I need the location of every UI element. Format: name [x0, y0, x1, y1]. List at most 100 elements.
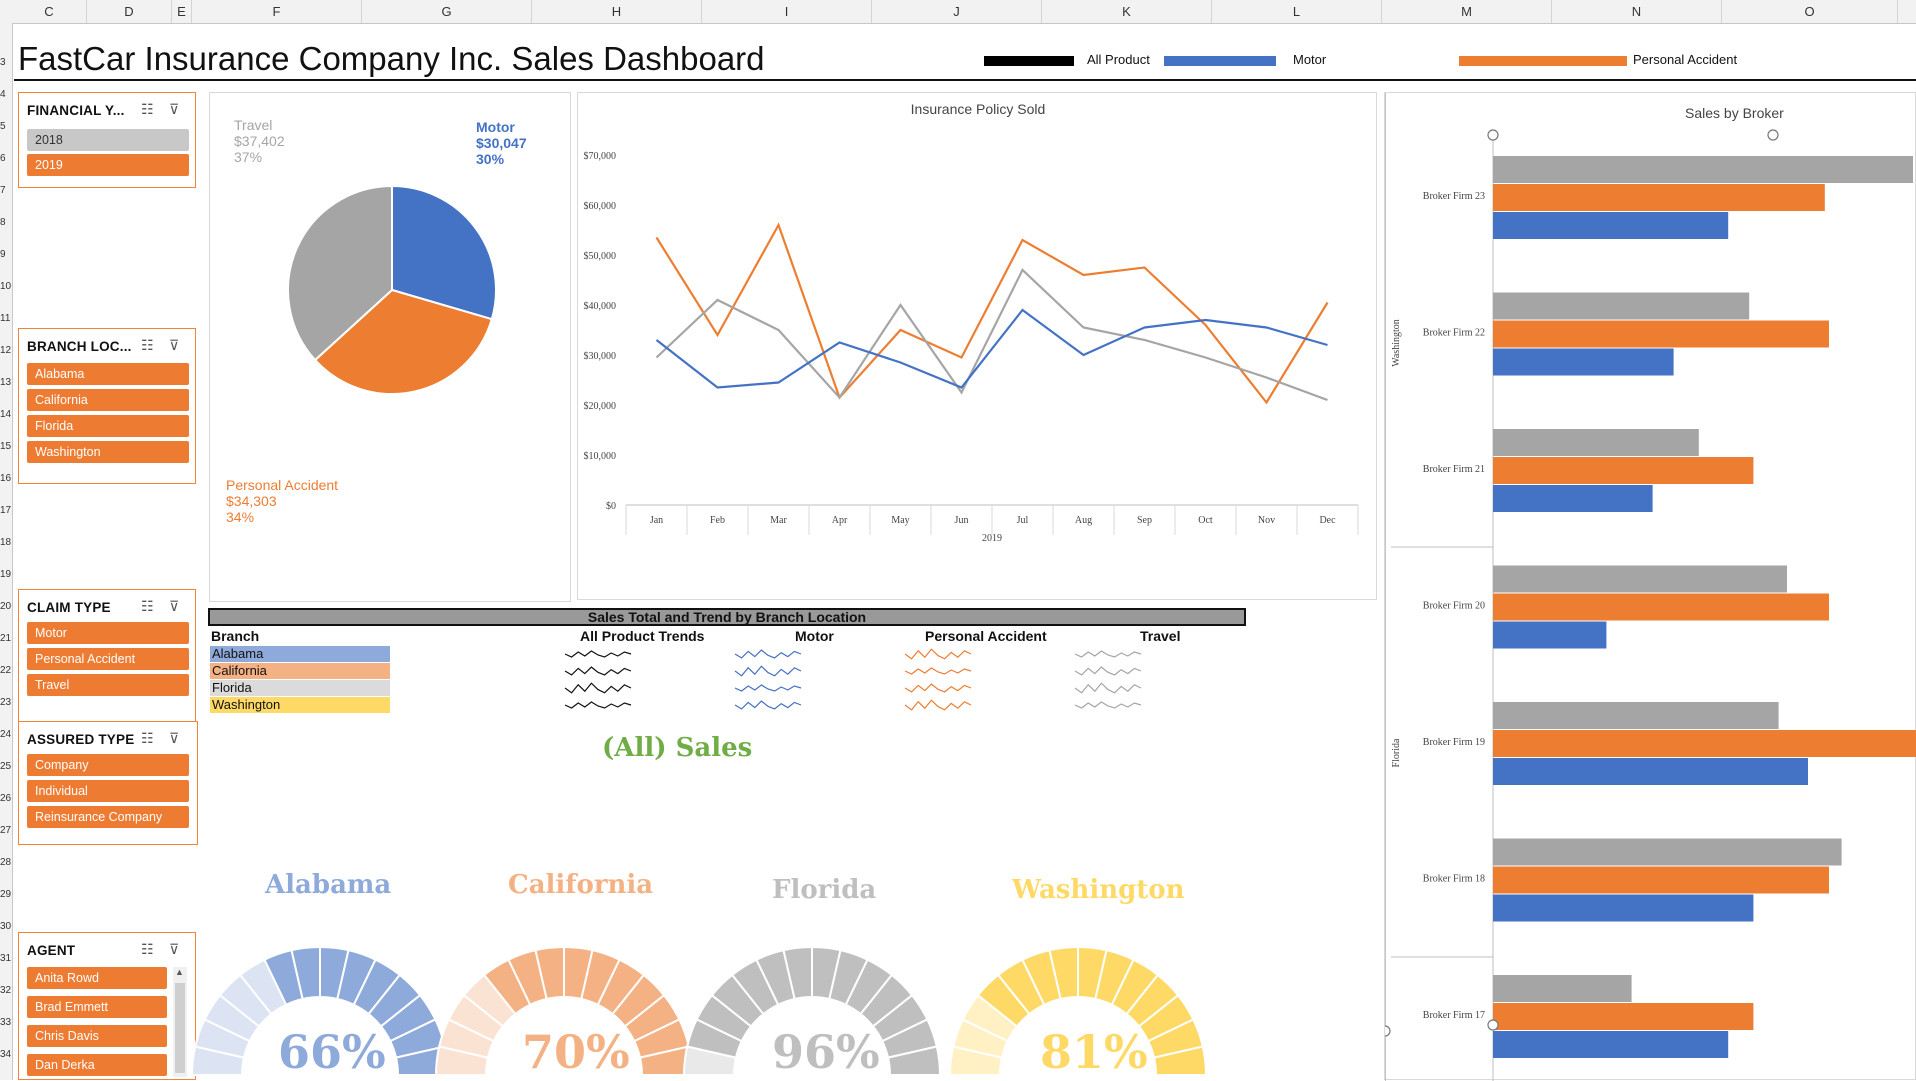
column-header-i[interactable]: I — [702, 0, 872, 23]
branch-cell-california[interactable]: California — [210, 663, 390, 679]
multi-select-icon[interactable]: ☷ — [141, 941, 154, 957]
slicer-item-2019[interactable]: 2019 — [27, 154, 189, 176]
resize-handle[interactable] — [1487, 129, 1499, 141]
slicer-assured-type[interactable]: ASSURED TYPE ☷ ⊽ Company Individual Rein… — [18, 721, 198, 845]
column-header-e[interactable]: E — [172, 0, 192, 23]
row-header-26[interactable]: 26 — [0, 793, 12, 804]
column-header-k[interactable]: K — [1042, 0, 1212, 23]
row-header-14[interactable]: 14 — [0, 409, 12, 420]
branch-cell-washington[interactable]: Washington — [210, 697, 390, 713]
slicer-item-company[interactable]: Company — [27, 754, 189, 776]
broker-bar[interactable] — [1493, 838, 1842, 866]
resize-handle[interactable] — [1767, 129, 1779, 141]
scroll-thumb[interactable] — [175, 983, 185, 1073]
row-header-3[interactable]: 3 — [0, 57, 6, 68]
row-header-15[interactable]: 15 — [0, 441, 12, 452]
row-header-24[interactable]: 24 — [0, 729, 12, 740]
row-header-7[interactable]: 7 — [0, 185, 6, 196]
slicer-item-california[interactable]: California — [27, 389, 189, 411]
broker-bar[interactable] — [1493, 320, 1829, 348]
column-header-h[interactable]: H — [532, 0, 702, 23]
pie-chart-panel[interactable]: Travel $37,402 37% Motor $30,047 30% Per… — [209, 92, 571, 602]
branch-cell-alabama[interactable]: Alabama — [210, 646, 390, 662]
clear-filter-icon[interactable]: ⊽ — [169, 598, 180, 614]
clear-filter-icon[interactable]: ⊽ — [169, 730, 180, 746]
slicer-item-personal-accident[interactable]: Personal Accident — [27, 648, 189, 670]
pie-slice-travel[interactable] — [287, 184, 393, 362]
branch-cell-florida[interactable]: Florida — [210, 680, 390, 696]
slicer-item-chris-davis[interactable]: Chris Davis — [27, 1025, 167, 1047]
resize-handle[interactable] — [1385, 1025, 1391, 1037]
row-header-23[interactable]: 23 — [0, 697, 12, 708]
broker-bar[interactable] — [1493, 457, 1754, 484]
row-header-8[interactable]: 8 — [0, 217, 6, 228]
row-header-9[interactable]: 9 — [0, 249, 6, 260]
column-header-m[interactable]: M — [1382, 0, 1552, 23]
line-series-2[interactable] — [655, 308, 1328, 389]
pie-slice-personal-accident[interactable] — [313, 288, 494, 395]
column-header-n[interactable]: N — [1552, 0, 1722, 23]
slicer-item-motor[interactable]: Motor — [27, 622, 189, 644]
column-header-c[interactable]: C — [12, 0, 87, 23]
column-header-o[interactable]: O — [1722, 0, 1898, 23]
clear-filter-icon[interactable]: ⊽ — [169, 101, 180, 117]
row-header-13[interactable]: 13 — [0, 377, 12, 388]
row-header-16[interactable]: 16 — [0, 473, 12, 484]
row-header-5[interactable]: 5 — [0, 121, 6, 132]
slicer-item-anita-rowd[interactable]: Anita Rowd — [27, 967, 167, 989]
broker-bar[interactable] — [1493, 565, 1787, 593]
slicer-item-individual[interactable]: Individual — [27, 780, 189, 802]
column-header-l[interactable]: L — [1212, 0, 1382, 23]
row-header-32[interactable]: 32 — [0, 985, 12, 996]
broker-chart-panel[interactable]: Sales by Broker Broker Firm 23 Broker Fir… — [1384, 92, 1916, 1081]
slicer-agent[interactable]: AGENT ☷ ⊽ Anita Rowd Brad Emmett Chris D… — [18, 932, 196, 1080]
broker-bar[interactable] — [1493, 292, 1750, 320]
broker-bar[interactable] — [1493, 1003, 1754, 1030]
row-header-20[interactable]: 20 — [0, 601, 12, 612]
row-header-30[interactable]: 30 — [0, 921, 12, 932]
broker-bar[interactable] — [1493, 593, 1829, 621]
row-header-25[interactable]: 25 — [0, 761, 12, 772]
row-header-10[interactable]: 10 — [0, 281, 12, 292]
slicer-item-dan-derka[interactable]: Dan Derka — [27, 1054, 167, 1076]
column-header-f[interactable]: F — [192, 0, 362, 23]
column-header-d[interactable]: D — [87, 0, 172, 23]
broker-bar[interactable] — [1493, 156, 1913, 183]
multi-select-icon[interactable]: ☷ — [141, 730, 154, 746]
slicer-financial-year[interactable]: FINANCIAL Y... ☷ ⊽ 2018 2019 — [18, 92, 196, 188]
broker-bar[interactable] — [1493, 1031, 1729, 1058]
broker-bar[interactable] — [1493, 485, 1653, 512]
broker-bar[interactable] — [1493, 702, 1779, 729]
line-chart-panel[interactable]: Insurance Policy Sold $0 $10,000 $20,000 $3… — [577, 92, 1377, 600]
broker-bar[interactable] — [1493, 730, 1916, 757]
row-header-19[interactable]: 19 — [0, 569, 12, 580]
row-header-33[interactable]: 33 — [0, 1017, 12, 1028]
broker-bar[interactable] — [1493, 348, 1674, 376]
slicer-item-alabama[interactable]: Alabama — [27, 363, 189, 385]
resize-handle[interactable] — [1487, 1019, 1499, 1031]
row-header-21[interactable]: 21 — [0, 633, 12, 644]
broker-bar[interactable] — [1493, 429, 1699, 456]
row-header-4[interactable]: 4 — [0, 89, 6, 100]
slicer-item-washington[interactable]: Washington — [27, 441, 189, 463]
multi-select-icon[interactable]: ☷ — [141, 337, 154, 353]
slicer-item-2018[interactable]: 2018 — [27, 129, 189, 151]
row-header-22[interactable]: 22 — [0, 665, 12, 676]
multi-select-icon[interactable]: ☷ — [141, 101, 154, 117]
broker-bar[interactable] — [1493, 184, 1825, 211]
broker-bar[interactable] — [1493, 212, 1729, 239]
line-series-1[interactable] — [655, 268, 1328, 402]
row-header-34[interactable]: 34 — [0, 1049, 12, 1060]
pie-slice-motor[interactable] — [391, 184, 497, 321]
slicer-item-brad-emmett[interactable]: Brad Emmett — [27, 996, 167, 1018]
slicer-scrollbar[interactable]: ▲ — [173, 967, 187, 1077]
row-header-18[interactable]: 18 — [0, 537, 12, 548]
row-header-6[interactable]: 6 — [0, 153, 6, 164]
slicer-item-florida[interactable]: Florida — [27, 415, 189, 437]
slicer-item-travel[interactable]: Travel — [27, 674, 189, 696]
broker-bar[interactable] — [1493, 866, 1829, 894]
column-header-j[interactable]: J — [872, 0, 1042, 23]
row-header-31[interactable]: 31 — [0, 953, 12, 964]
slicer-claim-type[interactable]: CLAIM TYPE ☷ ⊽ Motor Personal Accident T… — [18, 589, 196, 723]
row-header-28[interactable]: 28 — [0, 857, 12, 868]
